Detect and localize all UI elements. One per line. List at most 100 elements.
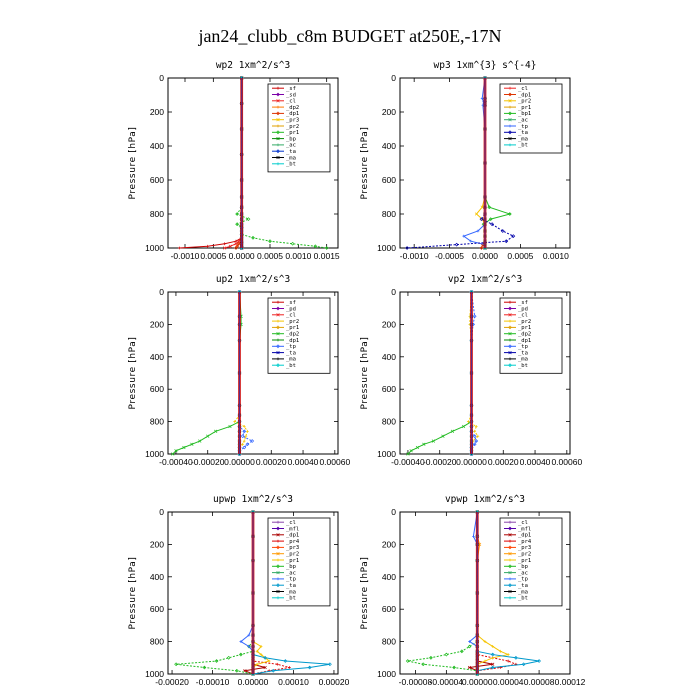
legend-label: _bp <box>286 136 296 142</box>
x-tick-label: 0.00004 <box>493 677 524 687</box>
x-tick-label: 0.00060 <box>319 457 350 467</box>
x-tick-label: -0.00008 <box>399 677 433 687</box>
x-tick-label: 0.00040 <box>288 457 319 467</box>
legend-marker <box>276 570 280 575</box>
legend-marker <box>508 344 512 349</box>
legend-label: _bp <box>286 564 296 570</box>
legend-box <box>267 297 331 374</box>
legend-label: _ma <box>518 589 528 595</box>
data-point <box>275 662 279 666</box>
data-point <box>228 244 232 248</box>
x-tick-label: -0.00040 <box>159 457 193 467</box>
data-point <box>429 655 433 660</box>
x-tick-label: 0.00008 <box>524 677 555 687</box>
y-tick-label: 400 <box>382 141 396 151</box>
data-point <box>504 239 509 244</box>
legend-label: _ta <box>518 583 528 589</box>
x-tick-label: 0.00000 <box>462 677 493 687</box>
data-point <box>251 235 255 240</box>
legend-label: _bp1 <box>518 111 531 117</box>
legend-label: _ma <box>286 357 296 363</box>
legend-marker <box>508 583 512 588</box>
x-tick-label: 0.00000 <box>238 677 269 687</box>
data-point <box>500 229 505 233</box>
legend-marker <box>276 520 280 524</box>
y-tick-label: 400 <box>150 141 164 151</box>
y-tick-label: 600 <box>150 604 164 614</box>
data-point <box>313 244 318 249</box>
legend-label: _cl <box>518 520 528 526</box>
legend-marker <box>276 319 280 323</box>
y-tick-label: 800 <box>150 637 164 647</box>
data-point <box>499 649 502 653</box>
data-point <box>452 665 456 670</box>
legend-label: _sf <box>286 86 296 92</box>
legend-label: _bt <box>286 162 296 168</box>
y-tick-label: 200 <box>150 107 164 117</box>
legend-marker <box>508 577 512 581</box>
legend-marker <box>276 596 280 600</box>
data-point <box>234 246 238 250</box>
data-point <box>271 668 276 673</box>
y-tick-label: 0 <box>159 287 164 297</box>
y-tick-label: 800 <box>382 209 396 219</box>
legend-marker <box>508 357 512 361</box>
data-point <box>235 222 240 227</box>
legend-label: _pr2 <box>286 319 299 325</box>
legend-marker <box>508 319 512 323</box>
data-point <box>441 434 445 438</box>
data-point <box>406 452 410 456</box>
data-point <box>247 633 251 637</box>
x-tick-label: -0.0010 <box>171 251 200 261</box>
axes-frame <box>399 511 571 675</box>
legend-marker <box>276 552 280 556</box>
data-point <box>267 659 271 663</box>
legend-label: _ma <box>518 136 528 142</box>
x-tick-label: 0.0010 <box>543 251 569 261</box>
data-point <box>467 665 472 670</box>
legend-marker <box>276 363 280 368</box>
data-point <box>450 429 455 433</box>
legend-label: _ac <box>518 570 528 576</box>
legend-label: _dp2 <box>286 332 299 338</box>
data-point <box>238 652 243 657</box>
data-point <box>174 449 178 453</box>
data-point <box>421 662 426 667</box>
legend-label: _mfl <box>518 526 531 532</box>
data-point <box>235 212 240 216</box>
legend-label: _cl <box>286 313 296 319</box>
legend-marker <box>508 92 512 97</box>
legend-marker <box>508 526 512 531</box>
legend-label: _sf <box>286 300 296 306</box>
legend-label: _ac <box>518 118 528 124</box>
data-point <box>239 640 243 643</box>
data-point <box>228 424 232 429</box>
x-tick-label: 0.0010 <box>285 251 311 261</box>
legend-marker <box>508 363 512 368</box>
legend-marker <box>508 596 512 600</box>
y-tick-label: 400 <box>150 572 164 582</box>
legend-label: _cl <box>518 86 528 92</box>
x-tick-label: 0.0000 <box>472 251 498 261</box>
legend-label: _dp1 <box>286 338 299 344</box>
x-tick-label: 0.0005 <box>507 251 533 261</box>
data-point <box>202 665 207 670</box>
y-tick-label: 1000 <box>377 669 396 679</box>
data-point <box>223 246 227 250</box>
data-point <box>409 449 413 453</box>
legend-marker <box>276 124 280 128</box>
y-tick-label: 200 <box>150 539 164 549</box>
data-point <box>288 666 291 669</box>
legend-marker <box>276 111 280 116</box>
data-point <box>467 644 472 649</box>
data-point <box>444 652 449 657</box>
x-tick-label: -0.00040 <box>391 457 425 467</box>
data-point <box>474 439 479 443</box>
legend-label: _dp1 <box>286 111 299 117</box>
data-point <box>472 534 475 538</box>
panel-title: vp2 1xm^2/s^3 <box>448 274 522 285</box>
data-point <box>405 246 409 250</box>
x-tick-label: -0.00020 <box>423 457 457 467</box>
legend-marker <box>276 105 280 109</box>
legend-marker <box>508 570 512 575</box>
